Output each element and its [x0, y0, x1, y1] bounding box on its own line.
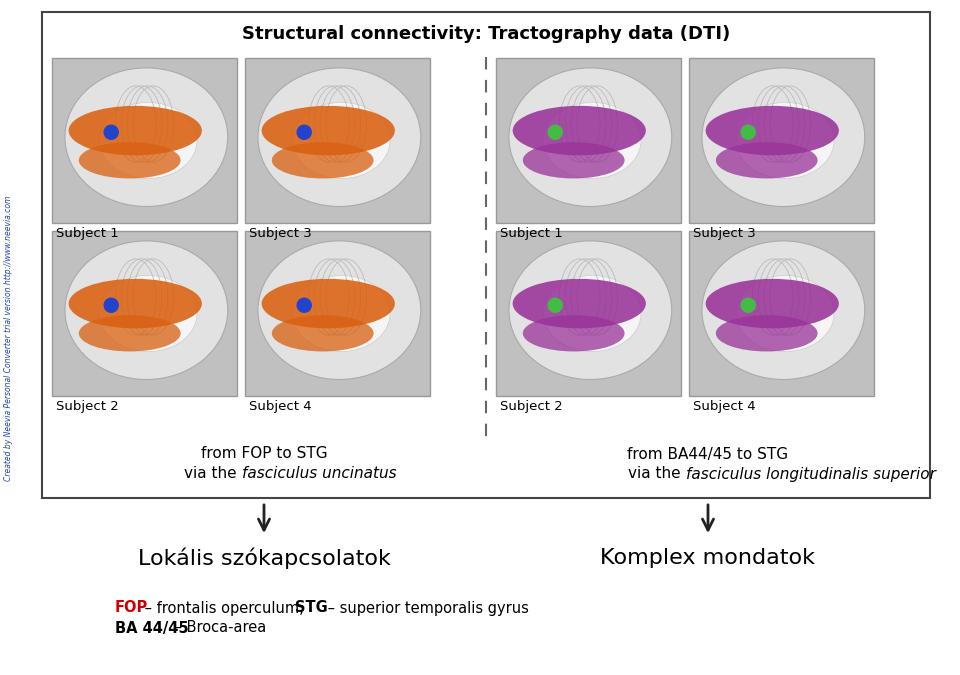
Ellipse shape [702, 68, 865, 207]
Text: – Broca-area: – Broca-area [170, 620, 266, 635]
Text: STG: STG [295, 601, 327, 616]
Ellipse shape [513, 279, 646, 328]
Ellipse shape [79, 142, 180, 178]
Ellipse shape [736, 275, 834, 352]
Ellipse shape [293, 103, 390, 179]
Circle shape [548, 126, 563, 139]
Text: Subject 2: Subject 2 [56, 400, 119, 413]
Text: via the: via the [629, 466, 686, 481]
Text: Structural connectivity: Tractography data (DTI): Structural connectivity: Tractography da… [242, 25, 731, 43]
Text: Subject 2: Subject 2 [500, 400, 563, 413]
Text: Lokális szókapcsolatok: Lokális szókapcsolatok [137, 547, 391, 569]
Circle shape [741, 126, 756, 139]
Text: Subject 3: Subject 3 [693, 227, 756, 240]
Text: fasciculus uncinatus: fasciculus uncinatus [242, 466, 396, 481]
Bar [496, 58, 681, 223]
Text: via the: via the [184, 466, 242, 481]
Text: Subject 3: Subject 3 [249, 227, 312, 240]
Ellipse shape [65, 68, 228, 207]
Bar [52, 58, 237, 223]
Bar [496, 231, 681, 396]
Circle shape [298, 298, 311, 313]
Ellipse shape [99, 275, 197, 352]
Text: fasciculus longitudinalis superior: fasciculus longitudinalis superior [686, 466, 936, 481]
Text: Subject 4: Subject 4 [693, 400, 756, 413]
Circle shape [298, 126, 311, 139]
Ellipse shape [736, 103, 834, 179]
Bar [689, 58, 874, 223]
Ellipse shape [716, 315, 818, 352]
Ellipse shape [272, 315, 373, 352]
Text: Subject 1: Subject 1 [56, 227, 119, 240]
Circle shape [548, 298, 563, 313]
Text: from FOP to STG: from FOP to STG [201, 446, 327, 462]
Ellipse shape [509, 241, 672, 379]
Ellipse shape [258, 68, 420, 207]
Bar [689, 231, 874, 396]
Ellipse shape [293, 275, 390, 352]
Text: Subject 1: Subject 1 [500, 227, 563, 240]
Ellipse shape [258, 241, 420, 379]
Ellipse shape [523, 315, 625, 352]
Text: – frontalis operculum;: – frontalis operculum; [140, 601, 309, 616]
Ellipse shape [69, 279, 202, 328]
Circle shape [105, 298, 118, 313]
Ellipse shape [262, 106, 395, 155]
Ellipse shape [69, 106, 202, 155]
Ellipse shape [523, 142, 625, 178]
Ellipse shape [706, 106, 839, 155]
Bar [42, 12, 930, 498]
Ellipse shape [543, 103, 641, 179]
Text: from BA44/45 to STG: from BA44/45 to STG [628, 446, 788, 462]
Bar [245, 231, 430, 396]
Ellipse shape [702, 241, 865, 379]
Ellipse shape [65, 241, 228, 379]
Ellipse shape [99, 103, 197, 179]
Text: FOP: FOP [115, 601, 148, 616]
Ellipse shape [716, 142, 818, 178]
Circle shape [105, 126, 118, 139]
Text: – superior temporalis gyrus: – superior temporalis gyrus [323, 601, 529, 616]
Ellipse shape [509, 68, 672, 207]
Ellipse shape [262, 279, 395, 328]
Bar [245, 58, 430, 223]
Text: Subject 4: Subject 4 [249, 400, 312, 413]
Ellipse shape [706, 279, 839, 328]
Bar [52, 231, 237, 396]
Ellipse shape [543, 275, 641, 352]
Ellipse shape [513, 106, 646, 155]
Ellipse shape [272, 142, 373, 178]
Circle shape [741, 298, 756, 313]
Text: Created by Neevia Personal Converter trial version http://www.neevia.com: Created by Neevia Personal Converter tri… [5, 195, 13, 481]
Text: BA 44/45: BA 44/45 [115, 620, 188, 635]
Text: Komplex mondatok: Komplex mondatok [601, 548, 815, 568]
Ellipse shape [79, 315, 180, 352]
